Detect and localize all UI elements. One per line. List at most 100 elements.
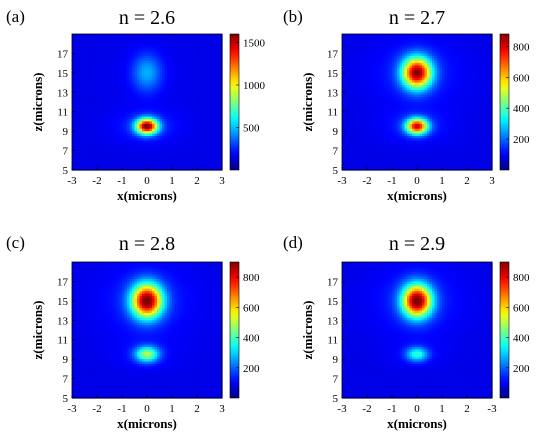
- colorbar-tick-label: 600: [513, 302, 530, 314]
- y-tick-label: 13: [327, 315, 339, 327]
- heatmap-image: [72, 262, 223, 399]
- colorbar-tick-label: 1000: [243, 80, 266, 92]
- x-tick-label: 1: [169, 175, 175, 187]
- x-tick-label: 1: [439, 403, 445, 415]
- colorbar-tick-label: 600: [513, 72, 530, 84]
- y-tick-label: 9: [333, 126, 339, 138]
- y-tick-label: 13: [327, 87, 339, 99]
- colorbar: [499, 33, 510, 171]
- y-tick-label: 15: [57, 296, 69, 308]
- y-tick-label: 13: [57, 315, 69, 327]
- y-axis-title: z(microns): [30, 73, 45, 132]
- colorbar-tick-label: 400: [243, 333, 260, 345]
- x-tick-label: -3: [337, 403, 347, 415]
- y-tick-label: 15: [57, 68, 69, 80]
- colorbar-tick-label: 800: [243, 272, 260, 284]
- heatmap-image: [342, 34, 493, 171]
- colorbar-tick-label: 1500: [243, 38, 266, 50]
- y-tick-label: 17: [57, 276, 69, 288]
- y-tick-label: 7: [333, 146, 339, 158]
- x-tick-label: 2: [464, 175, 470, 187]
- x-tick-label: 2: [194, 403, 200, 415]
- x-tick-label: -1: [387, 403, 396, 415]
- x-axis-title: x(microns): [387, 188, 447, 203]
- x-tick-label: -3: [67, 175, 77, 187]
- y-tick-label: 15: [327, 296, 339, 308]
- x-tick-label: 0: [144, 175, 150, 187]
- x-tick-label: 3: [219, 175, 225, 187]
- y-tick-label: 11: [57, 107, 68, 119]
- y-tick-label: 5: [63, 393, 69, 405]
- panel-title: n = 2.8: [119, 233, 175, 255]
- y-tick-label: 17: [57, 48, 69, 60]
- x-tick-label: -2: [92, 175, 101, 187]
- panel-d: -3 -2 -1 0 1 2 -357911131517x(microns)z(micron…: [283, 233, 530, 431]
- x-tick-label: -3: [487, 403, 497, 415]
- panel-a: -3 -2 -1 0 1 2 3 5 7 9 11 13 15 17 x(microns) z(microns…: [6, 7, 266, 203]
- x-tick-label: -3: [337, 175, 347, 187]
- colorbar-tick-label: 400: [513, 333, 530, 345]
- colorbar-tick-label: 200: [513, 134, 530, 146]
- y-tick-label: 17: [327, 276, 339, 288]
- x-axis-title: x(microns): [117, 188, 177, 203]
- x-tick-label: -2: [92, 403, 101, 415]
- y-tick-label: 5: [333, 165, 339, 177]
- y-axis-title: z(microns): [300, 73, 315, 132]
- colorbar-tick-label: 800: [513, 41, 530, 53]
- colorbar-tick-label: 800: [513, 272, 530, 284]
- colorbar-tick-label: 200: [243, 363, 260, 375]
- x-tick-label: 1: [439, 175, 445, 187]
- x-tick-label: 2: [194, 175, 200, 187]
- colorbar-tick-label: 500: [243, 123, 260, 135]
- panel-b: -3 -2 -1 0 1 2 3 5 7 9 11 13 15 17 x(microns) z(microns…: [283, 7, 530, 203]
- x-axis-title: x(microns): [387, 416, 447, 431]
- panel-label: (a): [6, 7, 25, 26]
- y-axis-title: z(microns): [30, 301, 45, 360]
- y-tick-label: 9: [63, 354, 69, 366]
- y-tick-label: 15: [327, 68, 339, 80]
- colorbar: [499, 261, 510, 399]
- x-tick-label: 2: [464, 403, 470, 415]
- colorbar: [229, 33, 240, 171]
- colorbar-tick-label: 400: [513, 103, 530, 115]
- colorbar: [229, 261, 240, 399]
- x-tick-label: 0: [414, 403, 420, 415]
- x-tick-label: -3: [67, 403, 77, 415]
- x-tick-label: 3: [219, 403, 225, 415]
- y-tick-label: 11: [327, 107, 338, 119]
- y-tick-label: 5: [63, 165, 69, 177]
- y-tick-label: 5: [333, 393, 339, 405]
- colorbar-tick-label: 200: [513, 363, 530, 375]
- y-tick-label: 13: [57, 87, 69, 99]
- panel-c: -3 -2 -1 0 1 2 3 5 7 9 11 13 15 17 x(microns) z(microns…: [6, 233, 260, 431]
- y-tick-label: 17: [327, 48, 339, 60]
- x-tick-label: 0: [414, 175, 420, 187]
- panel-label: (d): [283, 233, 303, 252]
- x-tick-label: 1: [169, 403, 175, 415]
- y-tick-label: 7: [63, 374, 69, 386]
- x-tick-label: -2: [362, 403, 371, 415]
- y-tick-label: 9: [63, 126, 69, 138]
- panel-title: n = 2.9: [389, 233, 445, 255]
- x-axis-title: x(microns): [117, 416, 177, 431]
- y-axis-title: z(microns): [300, 301, 315, 360]
- colorbar-tick-label: 600: [243, 302, 260, 314]
- x-tick-label: 3: [489, 175, 495, 187]
- y-tick-label: 11: [57, 335, 68, 347]
- x-tick-label: -1: [117, 175, 126, 187]
- x-tick-label: 0: [144, 403, 150, 415]
- panel-title: n = 2.7: [389, 7, 445, 29]
- panel-label: (c): [6, 233, 25, 252]
- y-tick-label: 7: [63, 146, 69, 158]
- heatmap-image: [342, 262, 493, 399]
- x-tick-label: -1: [387, 175, 396, 187]
- x-tick-label: -1: [117, 403, 126, 415]
- heatmap-image: [72, 34, 223, 171]
- panel-title: n = 2.6: [119, 7, 175, 29]
- y-tick-label: 7: [333, 374, 339, 386]
- x-tick-label: -2: [362, 175, 371, 187]
- panel-label: (b): [283, 7, 303, 26]
- y-tick-label: 9: [333, 354, 339, 366]
- y-tick-label: 11: [327, 335, 338, 347]
